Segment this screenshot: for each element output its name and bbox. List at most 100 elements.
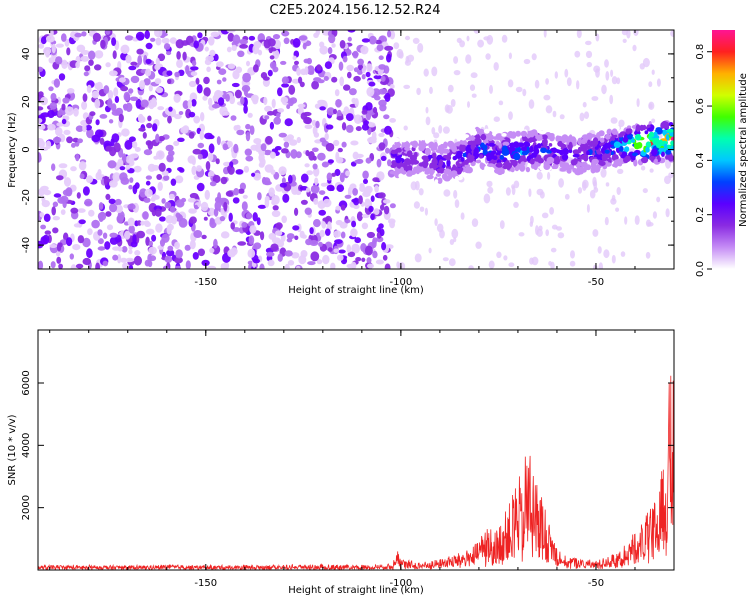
heatmap-noise-blob	[315, 30, 320, 36]
heatmap-faint-blob	[604, 59, 609, 68]
heatmap-noise-blob	[64, 106, 74, 116]
heatmap-faint-blob	[585, 50, 593, 59]
heatmap-signal-blob	[495, 133, 503, 140]
heatmap-noise-blob	[118, 113, 124, 123]
heatmap-noise-blob	[364, 245, 373, 256]
heatmap-signal-blob	[651, 148, 658, 156]
heatmap-noise-blob	[204, 189, 210, 200]
heatmap-noise-blob	[385, 147, 390, 154]
heatmap-faint-blob	[529, 221, 533, 227]
heatmap-noise-blob	[173, 140, 180, 147]
heatmap-noise-blob	[220, 263, 227, 269]
heatmap-signal-blob	[452, 164, 457, 171]
heatmap-faint-blob	[403, 84, 411, 89]
heatmap-signal-blob	[648, 131, 655, 138]
heatmap-noise-blob	[64, 39, 70, 47]
heatmap-noise-blob	[246, 60, 250, 67]
heatmap-noise-blob	[281, 30, 290, 37]
heatmap-noise-blob	[325, 228, 331, 236]
heatmap-noise-blob	[124, 35, 134, 41]
heatmap-noise-blob	[333, 230, 342, 238]
heatmap-noise-blob	[373, 208, 380, 216]
heatmap-noise-blob	[361, 213, 370, 219]
heatmap-noise-blob	[335, 219, 343, 226]
heatmap-noise-blob	[166, 51, 172, 56]
heatmap-noise-blob	[381, 242, 387, 251]
heatmap-faint-blob	[448, 258, 456, 267]
heatmap-noise-blob	[352, 50, 359, 59]
heatmap-blobs	[38, 30, 674, 269]
heatmap-faint-blob	[577, 187, 583, 194]
heatmap-noise-blob	[313, 132, 320, 138]
heatmap-faint-blob	[414, 253, 422, 263]
heatmap-noise-blob	[153, 155, 159, 160]
heatmap-noise-blob	[280, 60, 287, 65]
heatmap-noise-blob	[230, 115, 237, 121]
heatmap-signal-blob	[516, 142, 525, 147]
heatmap-noise-blob	[130, 61, 138, 66]
heatmap-signal-blob	[535, 134, 543, 141]
heatmap-noise-blob	[143, 220, 150, 226]
heatmap-faint-blob	[425, 116, 431, 126]
heatmap-noise-blob	[120, 257, 128, 263]
heatmap-noise-blob	[66, 47, 71, 56]
heatmap-faint-blob	[453, 70, 461, 76]
heatmap-noise-blob	[241, 201, 248, 211]
heatmap-signal-blob	[662, 121, 670, 129]
heatmap-noise-blob	[208, 134, 215, 140]
heatmap-signal-blob	[460, 157, 465, 162]
heatmap-noise-blob	[70, 207, 79, 214]
heatmap-faint-blob	[615, 207, 620, 212]
heatmap-noise-blob	[140, 220, 145, 226]
heatmap-signal-blob	[521, 146, 527, 152]
heatmap-noise-blob	[219, 216, 226, 222]
heatmap-faint-blob	[513, 201, 519, 208]
heatmap-faint-blob	[617, 168, 624, 174]
heatmap-signal-blob	[403, 141, 410, 149]
heatmap-noise-blob	[331, 76, 338, 83]
heatmap-noise-blob	[175, 212, 181, 219]
heatmap-noise-blob	[197, 32, 203, 39]
heatmap-noise-blob	[344, 194, 352, 199]
heatmap-signal-blob	[435, 173, 441, 177]
heatmap-noise-blob	[170, 178, 177, 186]
heatmap-faint-blob	[536, 171, 543, 180]
heatmap-noise-blob	[235, 169, 244, 175]
heatmap-noise-blob	[75, 153, 80, 162]
heatmap-faint-blob	[559, 114, 565, 120]
heatmap-noise-blob	[225, 93, 230, 102]
heatmap-faint-blob	[651, 69, 655, 75]
heatmap-faint-blob	[616, 77, 621, 85]
heatmap-noise-blob	[220, 176, 228, 185]
heatmap-signal-blob	[653, 131, 658, 137]
heatmap-signal-blob	[391, 160, 397, 165]
heatmap-signal-blob	[406, 165, 413, 172]
heatmap-noise-blob	[150, 37, 156, 42]
heatmap-faint-blob	[515, 86, 523, 93]
heatmap-faint-blob	[523, 58, 531, 65]
heatmap-noise-blob	[233, 143, 239, 154]
heatmap-noise-blob	[370, 195, 375, 202]
heatmap-noise-blob	[298, 255, 307, 265]
heatmap-noise-blob	[368, 35, 377, 45]
heatmap-noise-blob	[210, 31, 220, 37]
heatmap-ticks: -150 -100 -50 -40 -20 0 20 40	[21, 29, 675, 288]
heatmap-noise-blob	[218, 197, 228, 203]
heatmap-noise-blob	[275, 230, 283, 237]
heatmap-noise-blob	[89, 111, 96, 117]
heatmap-noise-blob	[112, 254, 119, 261]
heatmap-noise-blob	[190, 71, 198, 76]
heatmap-noise-blob	[128, 249, 133, 255]
heatmap-faint-blob	[487, 186, 494, 194]
heatmap-noise-blob	[48, 57, 56, 64]
heatmap-noise-blob	[366, 63, 373, 73]
snr-x-tick-label: -150	[194, 578, 217, 589]
heatmap-noise-blob	[174, 175, 184, 184]
heatmap-noise-blob	[75, 61, 80, 69]
heatmap-noise-blob	[284, 263, 290, 269]
heatmap-noise-blob	[144, 188, 153, 198]
heatmap-noise-blob	[245, 123, 251, 130]
heatmap-signal-blob	[591, 158, 599, 165]
heatmap-faint-blob	[436, 223, 444, 233]
heatmap-noise-blob	[61, 103, 66, 111]
